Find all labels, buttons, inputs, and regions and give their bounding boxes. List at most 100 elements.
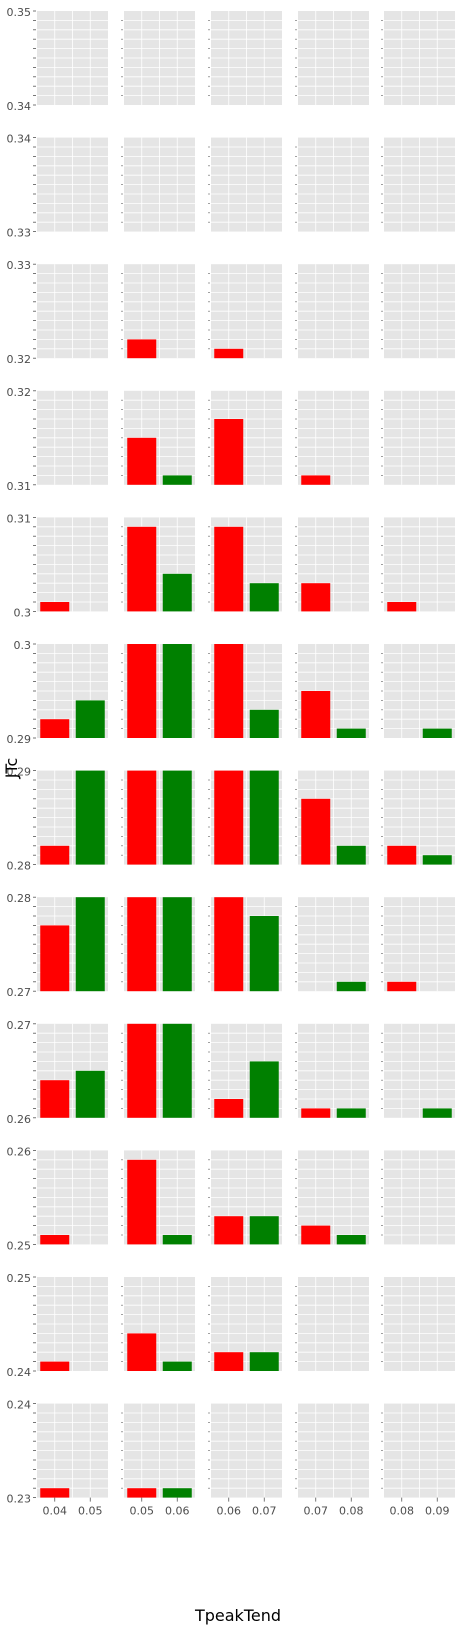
bar-green <box>422 1108 452 1118</box>
bar-red <box>301 1225 331 1245</box>
y-tick-label: 0.27 <box>7 986 32 999</box>
bar-green <box>162 770 192 865</box>
y-tick-label: 0.34 <box>7 100 32 113</box>
bar-green <box>422 855 452 865</box>
bar-red <box>301 1108 331 1118</box>
bar-red <box>127 644 157 738</box>
bar-red <box>127 1333 157 1371</box>
bar-red <box>127 339 157 359</box>
bar-green <box>162 475 192 485</box>
bar-green <box>336 1108 366 1118</box>
bar-red <box>40 1361 70 1371</box>
bar-red <box>387 602 417 612</box>
bar-red <box>214 419 244 485</box>
bar-red <box>127 897 157 992</box>
x-tick-label: 0.04 <box>43 1505 68 1518</box>
bar-green <box>249 1352 279 1371</box>
bar-red <box>214 348 244 359</box>
bar-red <box>40 1488 70 1498</box>
bar-green <box>336 728 366 738</box>
bar-red <box>127 1159 157 1245</box>
bar-red <box>214 897 244 992</box>
bar-green <box>162 1235 192 1245</box>
bar-green <box>162 1023 192 1118</box>
bar-red <box>40 925 70 992</box>
y-tick-label: 0.3 <box>14 606 32 619</box>
bar-red <box>214 526 244 612</box>
bar-red <box>301 583 331 612</box>
bar-red <box>387 845 417 865</box>
bar-red <box>127 437 157 485</box>
x-tick-label: 0.05 <box>78 1505 103 1518</box>
bar-green <box>249 1216 279 1245</box>
x-tick-label: 0.07 <box>252 1505 277 1518</box>
x-tick-label: 0.08 <box>390 1505 415 1518</box>
x-tick-label: 0.08 <box>339 1505 364 1518</box>
bar-green <box>75 897 105 992</box>
bar-red <box>127 770 157 865</box>
y-tick-label: 0.29 <box>7 766 32 779</box>
bar-green <box>75 700 105 738</box>
bar-green <box>162 1361 192 1371</box>
y-tick-label: 0.3 <box>14 639 32 652</box>
bar-red <box>214 644 244 738</box>
bar-green <box>336 981 366 992</box>
bar-red <box>40 845 70 865</box>
bar-green <box>249 709 279 738</box>
y-axis-label: JTc <box>2 758 21 780</box>
x-tick-label: 0.05 <box>130 1505 155 1518</box>
bar-green <box>162 573 192 612</box>
y-tick-label: 0.28 <box>7 860 32 873</box>
y-tick-label: 0.27 <box>7 1019 32 1032</box>
bar-green <box>249 583 279 612</box>
bar-green <box>249 770 279 865</box>
bar-green <box>336 845 366 865</box>
y-tick-label: 0.25 <box>7 1272 32 1285</box>
y-tick-label: 0.26 <box>7 1113 32 1126</box>
bar-green <box>75 1070 105 1118</box>
y-tick-label: 0.29 <box>7 733 32 746</box>
bar-green <box>162 644 192 738</box>
bar-red <box>214 1216 244 1245</box>
bar-red <box>40 602 70 612</box>
bar-red <box>127 526 157 612</box>
bar-green <box>162 1488 192 1498</box>
bar-red <box>214 770 244 865</box>
x-axis-label: TpeakTend <box>194 1606 281 1625</box>
y-tick-label: 0.28 <box>7 892 32 905</box>
bar-red <box>40 1235 70 1245</box>
bar-red <box>40 1080 70 1118</box>
y-tick-label: 0.34 <box>7 133 32 146</box>
bar-green <box>249 1061 279 1118</box>
bar-green <box>75 770 105 865</box>
y-tick-label: 0.24 <box>7 1399 32 1412</box>
x-tick-label: 0.06 <box>165 1505 190 1518</box>
bar-red <box>214 1352 244 1371</box>
bar-red <box>301 798 331 865</box>
bar-red <box>301 475 331 485</box>
y-tick-label: 0.25 <box>7 1239 32 1252</box>
y-tick-label: 0.31 <box>7 480 32 493</box>
bar-red <box>127 1023 157 1118</box>
y-tick-label: 0.33 <box>7 227 32 240</box>
y-tick-label: 0.32 <box>7 386 32 399</box>
bar-red <box>40 719 70 738</box>
bar-red <box>214 1099 244 1118</box>
x-tick-label: 0.09 <box>425 1505 450 1518</box>
y-tick-label: 0.32 <box>7 353 32 366</box>
y-tick-label: 0.23 <box>7 1493 32 1506</box>
y-tick-label: 0.33 <box>7 259 32 272</box>
x-tick-label: 0.07 <box>304 1505 329 1518</box>
y-tick-label: 0.31 <box>7 512 32 525</box>
x-tick-label: 0.06 <box>217 1505 242 1518</box>
bar-red <box>387 981 417 992</box>
bar-green <box>336 1235 366 1245</box>
bar-green <box>162 897 192 992</box>
bar-green <box>422 728 452 738</box>
y-tick-label: 0.24 <box>7 1366 32 1379</box>
y-tick-label: 0.35 <box>7 6 32 19</box>
bar-green <box>249 916 279 992</box>
y-tick-label: 0.26 <box>7 1145 32 1158</box>
